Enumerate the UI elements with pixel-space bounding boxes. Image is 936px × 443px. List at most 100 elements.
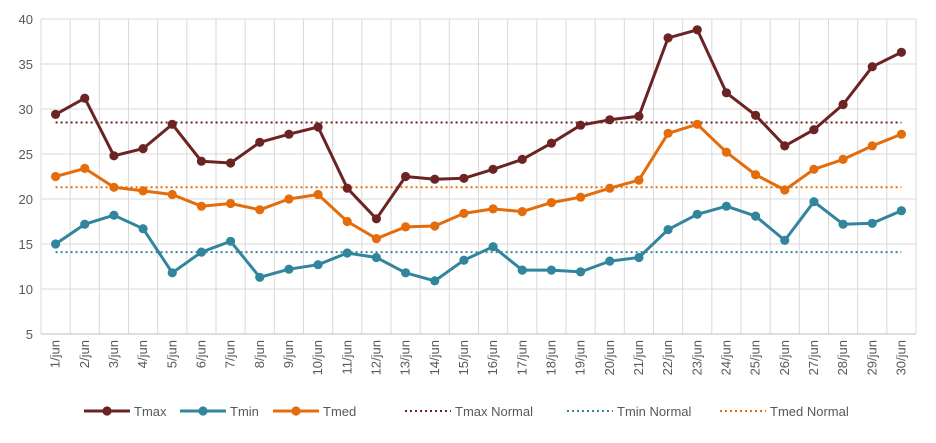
data-point [80, 93, 90, 103]
x-tick-label: 23/jun [689, 340, 704, 375]
x-tick-label: 14/jun [427, 340, 442, 375]
data-point [575, 267, 586, 277]
data-point [459, 255, 469, 265]
data-point [517, 265, 527, 275]
data-point [488, 204, 498, 214]
data-point [663, 128, 673, 138]
x-tick-label: 11/jun [339, 340, 354, 374]
data-point [313, 260, 323, 270]
data-point [225, 236, 236, 246]
data-point [80, 163, 90, 173]
data-point [663, 225, 673, 235]
data-point [342, 216, 352, 227]
data-point [750, 211, 761, 221]
legend-label: Tmed Normal [770, 404, 849, 419]
data-point [371, 252, 382, 263]
x-tick-label: 9/jun [281, 340, 296, 368]
data-point [138, 144, 148, 154]
data-point [225, 198, 236, 209]
data-point [546, 198, 557, 208]
legend-label: Tmed [323, 404, 356, 419]
data-point [109, 182, 119, 192]
data-point [459, 173, 469, 183]
x-tick-label: 29/jun [864, 340, 879, 375]
x-tick-label: 7/jun [223, 340, 238, 368]
data-point [634, 175, 644, 185]
data-point [692, 209, 702, 219]
data-point [138, 186, 148, 196]
x-tick-label: 4/jun [135, 340, 150, 368]
series-tmax [50, 25, 907, 224]
data-point [780, 185, 790, 195]
data-point [430, 174, 440, 184]
data-point [225, 158, 236, 168]
data-point [255, 205, 265, 215]
data-point [400, 222, 411, 232]
legend-item-tmed: Tmed [273, 404, 356, 419]
data-point [517, 207, 527, 217]
data-point [809, 197, 819, 207]
data-point [371, 214, 382, 224]
legend-item-tmax: Tmax [84, 404, 167, 419]
data-point [371, 234, 382, 244]
data-point [138, 224, 148, 234]
x-tick-label: 30/jun [893, 340, 908, 375]
x-tick-label: 28/jun [835, 340, 850, 375]
data-point [838, 154, 848, 164]
y-tick-label: 5 [26, 327, 33, 342]
data-point [255, 272, 265, 282]
data-point [342, 183, 352, 193]
data-point [488, 242, 498, 252]
data-point [692, 25, 702, 35]
x-tick-label: 20/jun [602, 340, 617, 375]
y-tick-label: 30 [19, 102, 33, 117]
series-line [55, 122, 902, 241]
legend-item-tmin-normal: Tmin Normal [567, 404, 692, 419]
x-tick-label: 2/jun [77, 340, 92, 368]
x-tick-label: 25/jun [748, 340, 763, 375]
data-point [634, 111, 644, 121]
legend-marker [291, 406, 301, 416]
data-point [750, 110, 761, 120]
x-tick-label: 17/jun [514, 340, 529, 375]
y-tick-label: 35 [19, 57, 33, 72]
legend: Tmax Tmin Tmed Tmax Normal Tmin Normal Tmed N… [84, 404, 849, 419]
x-tick-label: 5/jun [164, 340, 179, 368]
data-point [896, 129, 907, 139]
y-tick-label: 25 [19, 147, 33, 162]
data-point [430, 221, 440, 231]
legend-label: Tmax [134, 404, 167, 419]
data-point [575, 120, 586, 130]
data-point [546, 138, 557, 148]
series-lines [50, 25, 907, 286]
x-tick-label: 1/jun [48, 340, 63, 368]
x-tick-label: 27/jun [806, 340, 821, 375]
data-point [750, 170, 761, 180]
legend-label: Tmax Normal [455, 404, 533, 419]
data-point [605, 183, 615, 193]
legend-item-tmin: Tmin [180, 404, 259, 419]
x-tick-label: 26/jun [777, 340, 792, 375]
data-point [867, 141, 877, 151]
data-point [284, 194, 294, 204]
data-point [517, 154, 527, 164]
y-tick-label: 15 [19, 237, 33, 252]
data-point [284, 264, 294, 274]
data-point [605, 256, 615, 266]
data-point [867, 62, 877, 72]
x-tick-label: 16/jun [485, 340, 500, 375]
data-point [167, 119, 177, 129]
data-point [896, 47, 907, 57]
data-point [780, 235, 790, 245]
data-point [196, 247, 207, 257]
data-point [342, 248, 352, 258]
legend-marker [102, 406, 112, 416]
legend-item-tmed-normal: Tmed Normal [720, 404, 849, 419]
data-point [50, 171, 61, 182]
data-point [167, 268, 177, 278]
legend-label: Tmin [230, 404, 259, 419]
legend-marker [198, 406, 208, 416]
x-tick-label: 12/jun [368, 340, 383, 375]
x-tick-label: 19/jun [573, 340, 588, 375]
legend-item-tmax-normal: Tmax Normal [405, 404, 533, 419]
